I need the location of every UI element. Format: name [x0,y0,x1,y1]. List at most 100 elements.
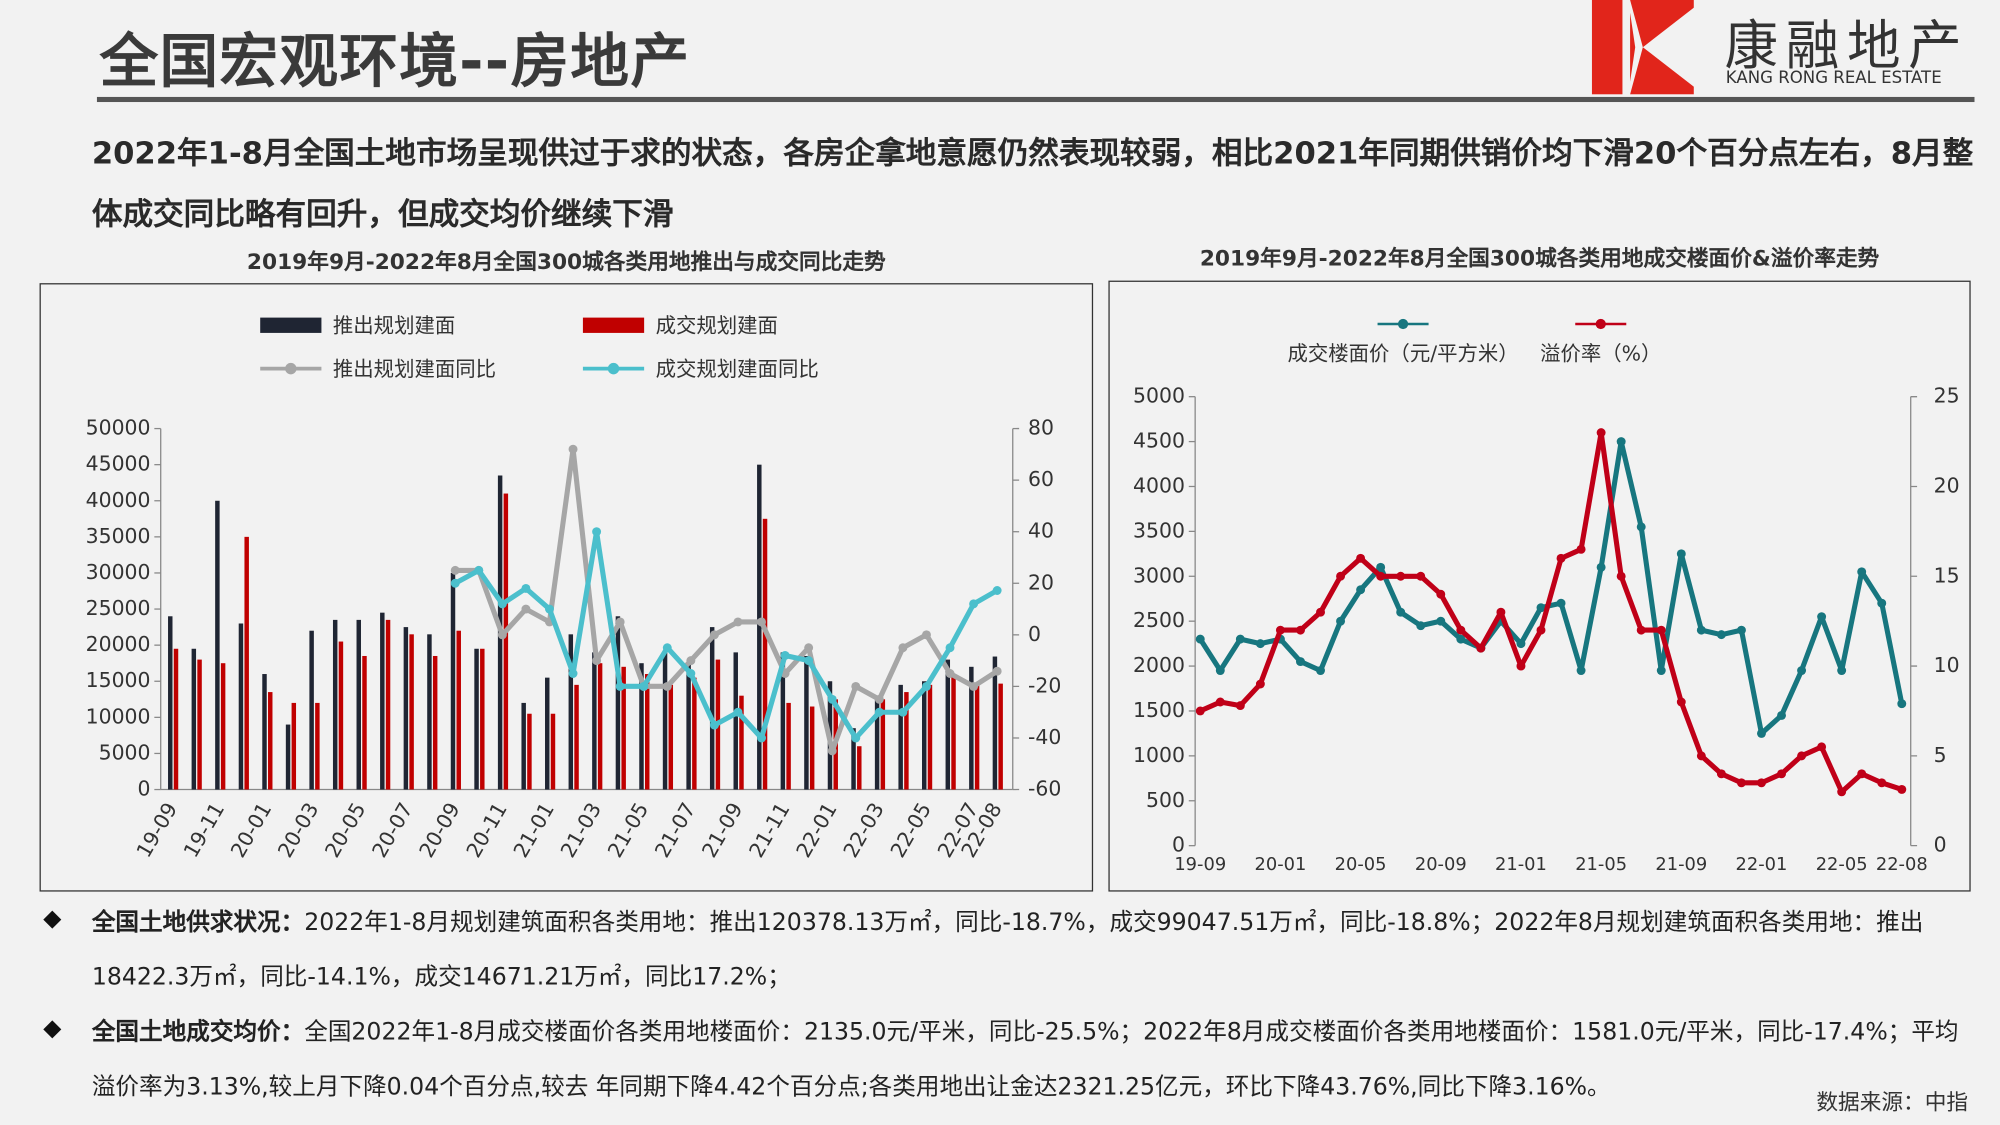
point [568,444,578,454]
point [1336,571,1346,581]
bar [739,695,744,790]
bar [262,674,267,790]
y2-tick-label: 0 [1934,833,1947,857]
point [1576,666,1586,676]
point [1857,567,1867,577]
bar [621,666,626,790]
bar [597,663,603,790]
y-tick-label: 20000 [86,632,151,656]
bar [662,652,668,790]
point [827,746,837,756]
point [662,681,672,691]
point [1636,522,1646,532]
bar [945,659,951,790]
point [1596,428,1606,438]
bar [804,655,809,790]
y2-tick-label: 20 [1028,570,1054,594]
point [757,617,766,627]
point [1536,625,1546,635]
y2-tick-label: 10 [1934,653,1960,677]
bar [385,619,391,790]
legend-swatch [1397,318,1409,330]
point [851,733,861,743]
legend-label: 推出规划建面同比 [333,357,496,381]
point [921,630,931,640]
bar [568,634,574,790]
bar [692,677,697,790]
bullet: 全国土地成交均价：全国2022年1-8月成交楼面价各类用地楼面价：2135.0元… [43,1005,1966,1115]
x-tick-label: 20-07 [367,798,417,861]
point [1275,625,1285,635]
legend-swatch [607,362,620,375]
point [615,617,625,627]
x-tick-label: 22-05 [1816,854,1868,875]
point [1436,616,1446,626]
point [1235,701,1245,711]
point [1356,553,1366,563]
x-tick-label: 20-01 [1255,854,1307,875]
bar [527,713,532,790]
y-tick-label: 0 [1172,833,1185,857]
point [639,681,649,691]
legend-label: 成交楼面价（元/平方米） [1287,342,1518,366]
point [521,583,531,593]
point [1817,742,1827,752]
headline: 2022年1-8月全国土地市场呈现供过于求的状态，各房企拿地意愿仍然表现较弱，相… [91,135,1974,233]
point [1195,706,1205,716]
x-tick-label: 22-08 [1876,854,1928,875]
point [1416,571,1426,581]
bar [191,648,197,790]
legend-swatch [1595,318,1606,330]
bar [197,659,202,790]
bar [168,616,173,790]
point [1396,571,1406,581]
y-tick-label: 50000 [86,416,151,440]
bullet-text: 2022年1-8月规划建筑面积各类用地：推出120378.13万㎡，同比-18.… [91,909,1924,992]
y-tick-label: 35000 [86,524,151,548]
point [1316,666,1325,676]
point [1897,784,1907,794]
slide-title: 全国宏观环境--房地产 [99,26,691,96]
point [1336,616,1346,626]
point [969,599,979,609]
bar [474,648,479,790]
point [992,666,1002,676]
x-tick-label: 21-03 [556,798,606,861]
y2-tick-label: -20 [1028,673,1061,697]
legend-label: 成交规划建面 [656,314,778,338]
legend-swatch [260,317,322,333]
point [662,643,672,653]
y-tick-label: 5000 [99,740,151,764]
y2-tick-label: -60 [1028,777,1061,801]
point [568,669,578,678]
bar [285,724,291,790]
x-tick-label: 20-11 [461,798,511,861]
y2-tick-label: -40 [1028,725,1061,749]
point [1376,571,1386,581]
bar [215,500,220,790]
bar [309,630,314,790]
point [1255,679,1265,689]
point [497,599,507,609]
point [1877,778,1887,788]
bar [545,677,550,790]
x-tick-label: 21-05 [1575,854,1627,875]
y-tick-label: 4500 [1133,429,1185,453]
bar [238,623,244,790]
legend-swatch [285,362,297,375]
bar [291,702,297,790]
bar [686,663,691,790]
bar [780,652,786,790]
x-tick-label: 21-11 [744,798,794,861]
y2-tick-label: 0 [1028,622,1041,646]
point [1757,728,1766,738]
point [1696,751,1706,761]
point [474,565,484,575]
chart: 0 5000 10000 15000 20000 25000 30000 35000 40000… [39,283,1094,892]
bar [550,713,556,790]
bar [757,464,762,790]
point [898,643,908,653]
bar [904,692,909,790]
point [1616,571,1626,581]
x-tick-label: 20-05 [320,798,370,861]
